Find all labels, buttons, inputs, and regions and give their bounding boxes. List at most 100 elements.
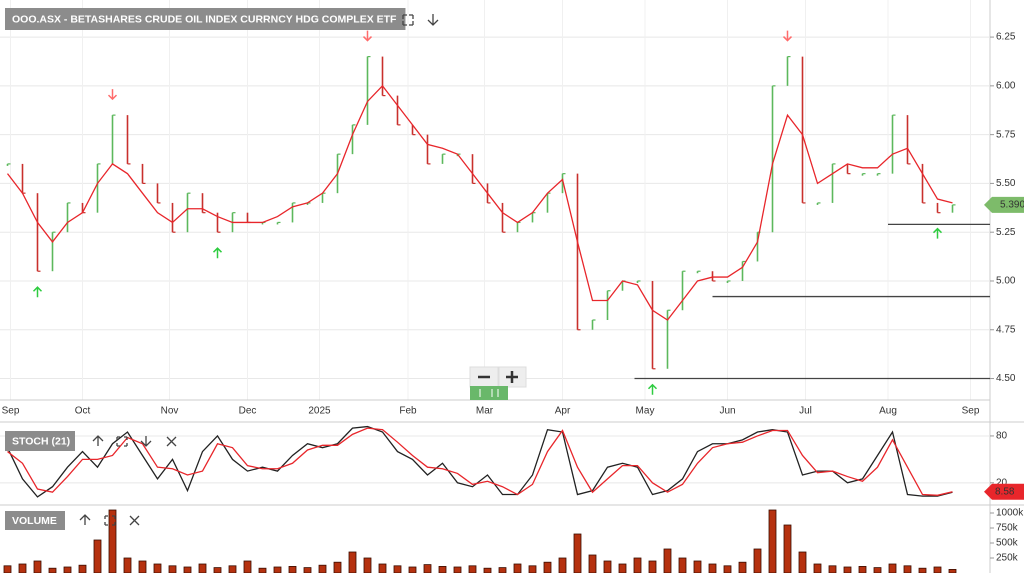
volume-bar bbox=[693, 560, 702, 573]
volume-bar bbox=[408, 566, 417, 573]
y-tick-label: 4.75 bbox=[996, 324, 1016, 335]
volume-bar bbox=[828, 565, 837, 573]
panel-label-box bbox=[5, 431, 75, 451]
volume-bar bbox=[873, 567, 882, 573]
volume-bar bbox=[513, 563, 522, 573]
y-tick-label: 250k bbox=[996, 553, 1019, 564]
volume-bar bbox=[633, 557, 642, 573]
panel-icons[interactable] bbox=[79, 514, 140, 526]
volume-bar bbox=[543, 561, 552, 573]
volume-bar bbox=[318, 564, 327, 573]
volume-bar bbox=[93, 539, 102, 573]
volume-bar bbox=[798, 551, 807, 573]
volume-bar bbox=[108, 509, 117, 573]
volume-bar bbox=[573, 533, 582, 573]
panel-title: STOCH (21) bbox=[12, 435, 70, 447]
volume-bar bbox=[933, 566, 942, 573]
x-tick-label: Sep bbox=[962, 406, 980, 417]
volume-bar bbox=[738, 561, 747, 573]
volume-bar bbox=[153, 563, 162, 573]
volume-bar bbox=[288, 566, 297, 573]
zoom-in[interactable] bbox=[498, 366, 527, 388]
volume-bar bbox=[468, 565, 477, 573]
stoch-line bbox=[7, 427, 953, 496]
zoom-out[interactable] bbox=[469, 366, 499, 388]
volume-bar bbox=[843, 566, 852, 573]
sell-signal bbox=[107, 89, 118, 101]
volume-bar bbox=[48, 567, 57, 573]
volume-bar bbox=[168, 565, 177, 573]
volume-bar bbox=[348, 551, 357, 573]
buy-signal bbox=[647, 383, 658, 395]
y-tick-label: 20 bbox=[996, 477, 1008, 488]
volume-bar bbox=[858, 566, 867, 573]
panel-icons[interactable] bbox=[92, 435, 177, 447]
x-tick-label: Jul bbox=[799, 406, 812, 417]
volume-bar bbox=[243, 560, 252, 573]
volume-bar bbox=[678, 557, 687, 573]
last-value-tag bbox=[984, 483, 1024, 500]
volume-bar bbox=[333, 561, 342, 573]
sell-signal bbox=[782, 30, 793, 42]
x-tick-label: Dec bbox=[239, 406, 257, 417]
volume-bar bbox=[648, 560, 657, 573]
volume-bar bbox=[228, 565, 237, 573]
volume-bar bbox=[138, 560, 147, 573]
x-tick-label: Feb bbox=[399, 406, 417, 417]
last-price-tag bbox=[984, 196, 1024, 213]
volume-bar bbox=[303, 567, 312, 573]
volume-bar bbox=[663, 548, 672, 573]
panel-title: VOLUME bbox=[12, 515, 57, 527]
volume-bar bbox=[393, 565, 402, 573]
stoch-line bbox=[6, 425, 953, 498]
volume-bar bbox=[423, 564, 432, 573]
volume-bar bbox=[33, 560, 42, 573]
y-tick-label: 5.75 bbox=[996, 129, 1016, 140]
volume-bar bbox=[723, 565, 732, 573]
y-tick-label: 500k bbox=[996, 538, 1019, 549]
y-tick-label: 5.50 bbox=[996, 178, 1016, 189]
volume-bar bbox=[708, 563, 717, 573]
volume-bar bbox=[363, 557, 372, 573]
volume-bar bbox=[888, 563, 897, 573]
x-tick-label: Apr bbox=[555, 406, 571, 417]
expand-icon[interactable] bbox=[402, 14, 414, 26]
down-icon[interactable] bbox=[427, 14, 439, 26]
volume-bar bbox=[63, 566, 72, 573]
x-tick-label: May bbox=[636, 406, 655, 417]
x-tick-label: Oct bbox=[75, 406, 91, 417]
buy-signal bbox=[932, 227, 943, 239]
x-tick-label: 2025 bbox=[308, 406, 331, 417]
chart-title: OOO.ASX - BETASHARES CRUDE OIL INDEX CUR… bbox=[12, 13, 397, 25]
volume-bar bbox=[213, 567, 222, 573]
sell-signal bbox=[362, 30, 373, 42]
x-tick-label: Mar bbox=[476, 406, 494, 417]
volume-bar bbox=[198, 563, 207, 573]
volume-bar bbox=[618, 563, 627, 573]
volume-bar bbox=[813, 563, 822, 573]
y-tick-label: 5.00 bbox=[996, 276, 1016, 287]
volume-bar bbox=[753, 548, 762, 573]
last-price-label: 5.390 bbox=[1000, 200, 1024, 211]
panel-label-box bbox=[5, 511, 65, 530]
y-tick-label: 4.50 bbox=[996, 373, 1016, 384]
x-tick-label: Jun bbox=[719, 406, 735, 417]
volume-bar bbox=[768, 509, 777, 573]
volume-bar bbox=[528, 565, 537, 573]
y-tick-label: 750k bbox=[996, 523, 1019, 534]
scroll-handle[interactable] bbox=[470, 386, 508, 400]
volume-bar bbox=[273, 566, 282, 573]
volume-bar bbox=[483, 567, 492, 573]
y-tick-label: 1000k bbox=[996, 508, 1024, 519]
volume-bar bbox=[903, 565, 912, 573]
volume-bar bbox=[258, 567, 267, 573]
x-tick-label: Aug bbox=[879, 406, 897, 417]
volume-bar bbox=[588, 554, 597, 573]
volume-bar bbox=[498, 567, 507, 573]
buy-signal bbox=[32, 286, 43, 298]
x-tick-label: Nov bbox=[161, 406, 179, 417]
y-tick-label: 6.25 bbox=[996, 32, 1016, 43]
last-value-label: 8.58 bbox=[995, 486, 1015, 497]
y-tick-label: 6.00 bbox=[996, 80, 1016, 91]
volume-bar bbox=[183, 566, 192, 573]
